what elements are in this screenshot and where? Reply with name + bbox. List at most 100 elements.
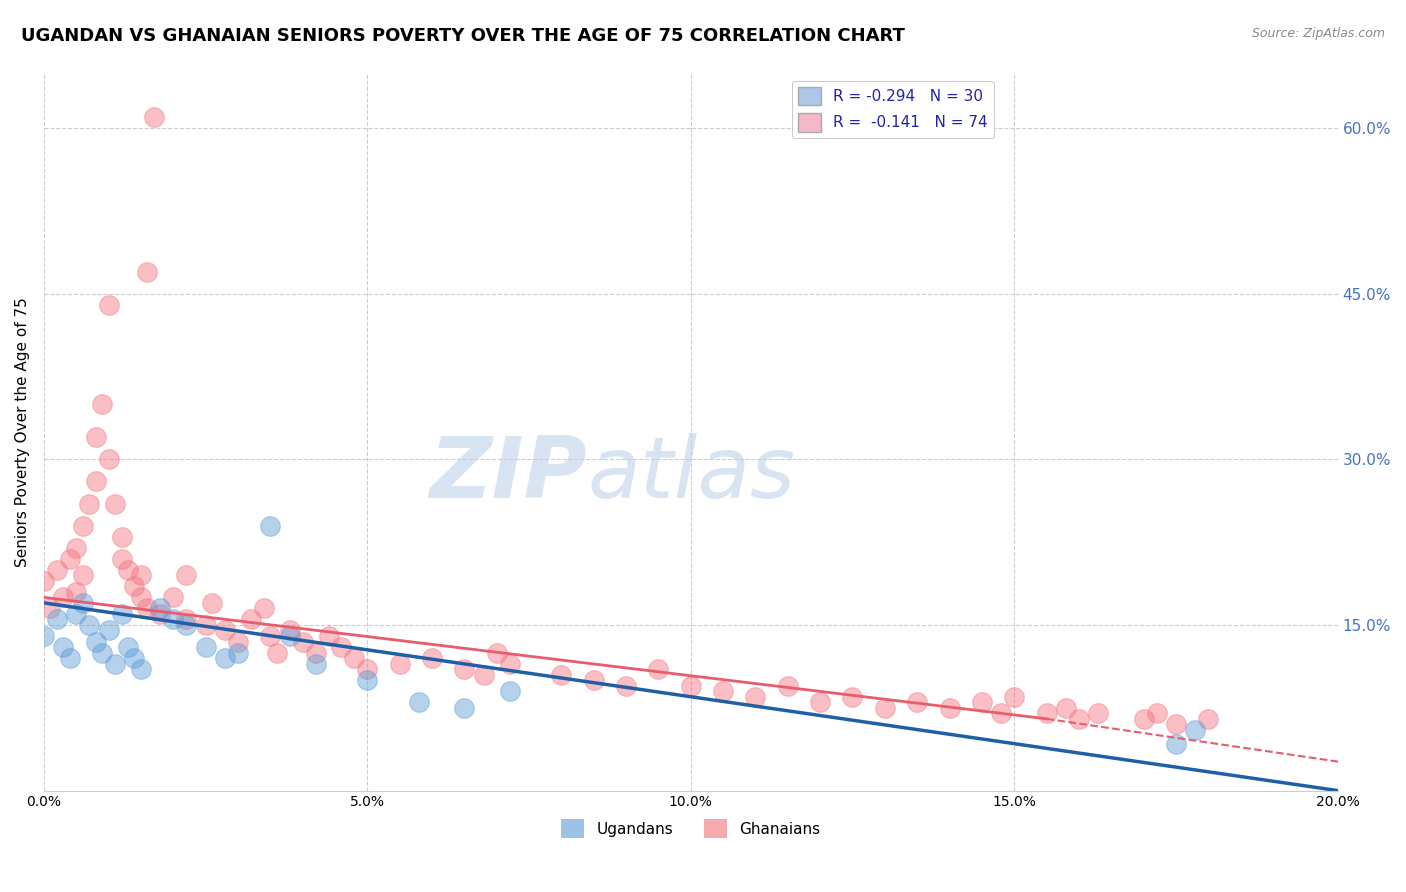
Point [174,612,197,626]
Point [873,700,896,714]
Point [91,646,114,660]
Point [124,651,146,665]
Point [1067,712,1090,726]
Point [162,591,184,605]
Point [1184,723,1206,737]
Point [1197,712,1219,726]
Point [259,629,281,643]
Point [39,601,62,615]
Point [110,551,132,566]
Point [194,640,217,654]
Point [304,646,326,660]
Point [117,563,139,577]
Point [1164,717,1187,731]
Point [420,651,443,665]
Point [356,673,378,688]
Point [45,612,67,626]
Point [1054,700,1077,714]
Point [214,624,236,638]
Point [110,607,132,621]
Point [938,700,960,714]
Text: ZIP: ZIP [430,434,588,516]
Point [1132,712,1154,726]
Point [453,662,475,676]
Point [1035,706,1057,721]
Point [65,607,87,621]
Point [226,646,249,660]
Point [72,518,94,533]
Point [97,624,120,638]
Point [582,673,605,688]
Point [318,629,340,643]
Point [905,695,928,709]
Point [65,585,87,599]
Point [59,551,82,566]
Point [990,706,1012,721]
Text: atlas: atlas [588,434,796,516]
Point [124,579,146,593]
Point [104,497,127,511]
Legend: Ugandans, Ghanaians: Ugandans, Ghanaians [555,814,827,844]
Point [201,596,224,610]
Point [239,612,262,626]
Point [59,651,82,665]
Point [91,397,114,411]
Text: Source: ZipAtlas.com: Source: ZipAtlas.com [1251,27,1385,40]
Point [808,695,831,709]
Point [388,657,411,671]
Point [1164,737,1187,751]
Point [304,657,326,671]
Point [1002,690,1025,704]
Point [84,634,107,648]
Point [149,601,172,615]
Point [136,265,159,279]
Text: UGANDAN VS GHANAIAN SENIORS POVERTY OVER THE AGE OF 75 CORRELATION CHART: UGANDAN VS GHANAIAN SENIORS POVERTY OVER… [21,27,905,45]
Point [149,607,172,621]
Point [142,110,165,124]
Point [72,568,94,582]
Point [453,700,475,714]
Point [52,591,75,605]
Point [614,679,637,693]
Point [472,667,495,681]
Point [485,646,508,660]
Point [356,662,378,676]
Point [97,452,120,467]
Point [174,618,197,632]
Point [77,618,100,632]
Point [104,657,127,671]
Point [52,640,75,654]
Point [226,634,249,648]
Point [970,695,993,709]
Point [162,612,184,626]
Point [291,634,314,648]
Point [214,651,236,665]
Point [194,618,217,632]
Point [1146,706,1168,721]
Point [77,497,100,511]
Point [45,563,67,577]
Point [174,568,197,582]
Point [278,624,301,638]
Point [84,430,107,444]
Point [97,298,120,312]
Point [841,690,863,704]
Point [253,601,276,615]
Point [84,475,107,489]
Point [711,684,734,698]
Point [72,596,94,610]
Point [129,662,152,676]
Point [408,695,430,709]
Point [776,679,799,693]
Point [278,629,301,643]
Point [136,601,159,615]
Point [117,640,139,654]
Point [129,568,152,582]
Y-axis label: Seniors Poverty Over the Age of 75: Seniors Poverty Over the Age of 75 [15,297,30,566]
Point [110,530,132,544]
Point [259,518,281,533]
Point [343,651,366,665]
Point [498,657,520,671]
Point [498,684,520,698]
Point [550,667,572,681]
